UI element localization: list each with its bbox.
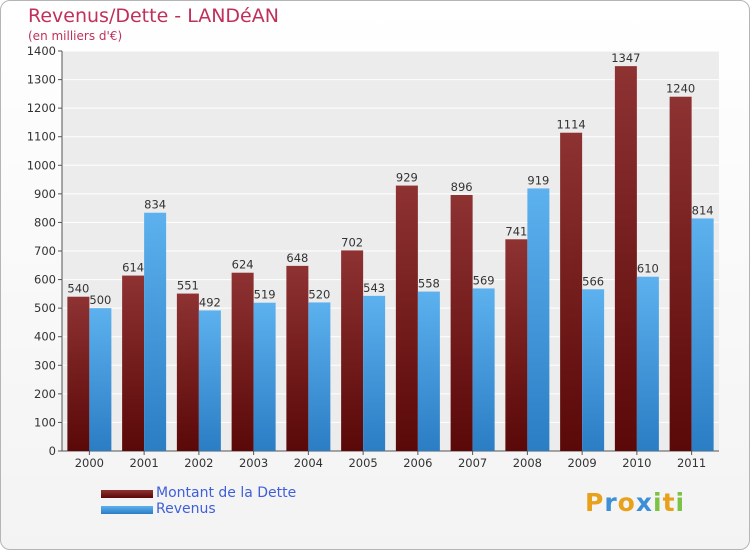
- data-label: 919: [527, 173, 549, 187]
- x-tick-label: 2000: [75, 456, 104, 470]
- x-tick-label: 2006: [403, 456, 432, 470]
- x-tick-label: 2008: [513, 456, 542, 470]
- x-tick-label: 2011: [677, 456, 706, 470]
- y-tick-label: 700: [34, 244, 56, 258]
- logo-letter: x: [635, 488, 653, 517]
- logo-letter: P: [585, 488, 605, 517]
- y-tick-label: 600: [34, 273, 56, 287]
- data-label: 519: [254, 288, 276, 302]
- bar-debt: [395, 185, 418, 452]
- data-label: 520: [308, 287, 330, 301]
- bar-revenue: [691, 218, 714, 451]
- legend-label-revenue: Revenus: [156, 501, 216, 517]
- y-tick-label: 1000: [27, 158, 56, 172]
- y-tick-label: 300: [34, 358, 56, 372]
- logo-letter: r: [604, 488, 618, 517]
- bar-debt: [505, 239, 528, 451]
- bar-revenue: [472, 288, 495, 451]
- logo-letter: i: [675, 488, 686, 517]
- bar-revenue: [527, 188, 550, 451]
- y-tick-label: 0: [49, 444, 56, 458]
- bar-debt: [669, 96, 692, 451]
- y-tick-label: 800: [34, 215, 56, 229]
- x-tick-label: 2005: [348, 456, 377, 470]
- chart-title: Revenus/Dette - LANDéAN: [28, 5, 279, 27]
- data-label: 566: [582, 274, 604, 288]
- logo-letter: t: [662, 488, 676, 517]
- data-label: 558: [418, 277, 440, 291]
- x-tick-label: 2010: [622, 456, 651, 470]
- y-tick-label: 900: [34, 187, 56, 201]
- x-tick-label: 2004: [294, 456, 323, 470]
- legend-label-debt: Montant de la Dette: [156, 485, 297, 501]
- data-label: 741: [505, 224, 527, 238]
- logo-letter: i: [653, 488, 663, 517]
- y-tick-label: 1300: [27, 73, 56, 87]
- bar-debt: [231, 272, 254, 451]
- data-label: 896: [451, 180, 473, 194]
- data-label: 1347: [611, 51, 640, 65]
- bar-debt: [450, 195, 473, 451]
- bar-revenue: [636, 276, 659, 451]
- data-label: 540: [67, 282, 89, 296]
- data-label: 610: [637, 262, 659, 276]
- data-label: 551: [177, 279, 199, 293]
- bar-revenue: [144, 212, 167, 451]
- logo-letter: o: [617, 488, 636, 517]
- data-label: 702: [341, 235, 363, 249]
- y-tick-label: 1100: [27, 130, 56, 144]
- y-tick-label: 400: [34, 330, 56, 344]
- bar-debt: [122, 275, 145, 451]
- bar-debt: [176, 293, 199, 451]
- chart-subtitle: (en milliers d'€): [28, 29, 123, 43]
- y-tick-label: 200: [34, 387, 56, 401]
- data-label: 834: [144, 198, 166, 212]
- legend-swatch-debt: [101, 490, 153, 498]
- data-label: 500: [89, 293, 111, 307]
- bar-revenue: [253, 302, 276, 451]
- y-tick-label: 1200: [27, 101, 56, 115]
- x-tick-label: 2009: [567, 456, 596, 470]
- legend-swatch-revenue: [101, 506, 153, 514]
- data-label: 624: [232, 258, 254, 272]
- bar-revenue: [363, 295, 386, 451]
- x-tick-label: 2003: [239, 456, 268, 470]
- data-label: 648: [286, 251, 308, 265]
- y-tick-label: 100: [34, 415, 56, 429]
- bar-revenue: [89, 308, 112, 451]
- data-label: 929: [396, 171, 418, 185]
- bar-revenue: [417, 291, 440, 451]
- bar-debt: [560, 132, 583, 451]
- bar-debt: [286, 265, 309, 451]
- bar-revenue: [582, 289, 605, 451]
- y-tick-label: 1400: [27, 44, 56, 58]
- data-label: 814: [692, 203, 714, 217]
- x-tick-label: 2002: [184, 456, 213, 470]
- data-label: 614: [122, 261, 144, 275]
- data-label: 569: [473, 273, 495, 287]
- data-label: 1240: [666, 82, 695, 96]
- data-label: 543: [363, 281, 385, 295]
- x-tick-label: 2007: [458, 456, 487, 470]
- bar-debt: [67, 296, 90, 451]
- y-tick-label: 500: [34, 301, 56, 315]
- bar-revenue: [308, 302, 331, 451]
- bar-debt: [614, 66, 637, 452]
- bar-debt: [341, 250, 364, 451]
- proxiti-logo: Proxiti: [585, 488, 685, 517]
- x-tick-label: 2001: [129, 456, 158, 470]
- data-label: 1114: [556, 118, 585, 132]
- data-label: 492: [199, 295, 221, 309]
- bar-revenue: [198, 310, 221, 451]
